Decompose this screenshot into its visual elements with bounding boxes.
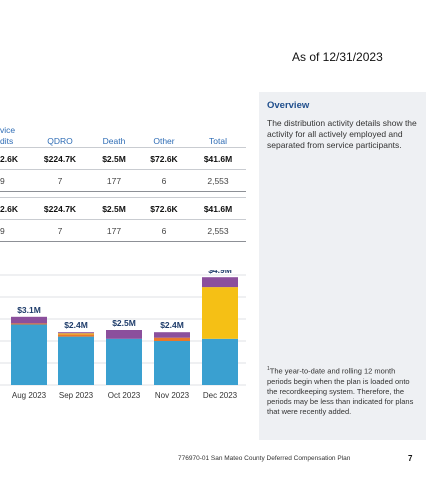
bar-segment-yellow [58, 333, 94, 335]
col-header-other: Other [153, 136, 175, 146]
bar-segment-purple [154, 332, 190, 338]
table-divider [0, 169, 246, 170]
table-cell: 7 [57, 226, 63, 236]
bar-total-label: $2.4M [64, 320, 88, 330]
bar-segment-blue [58, 336, 94, 385]
table-cell: 9 [0, 176, 5, 186]
table-header: vice dits QDRO Death Other Total [0, 124, 246, 148]
footer-text: 776970-01 San Mateo County Deferred Comp… [178, 455, 351, 462]
bar-segment-blue [106, 338, 142, 385]
distribution-bar-chart: $3.1M $2.4M $2.5M $2.4M $4.9M Aug 2023 Sep 20… [0, 270, 246, 400]
bar-total-label: $3.1M [17, 305, 41, 315]
table-cell: 6 [161, 176, 167, 186]
footnote: 1The year-to-date and rolling 12 month p… [267, 364, 419, 417]
col-header-service-credits-line1: vice [0, 125, 16, 135]
col-header-service-credits-line2: dits [0, 136, 14, 146]
table-cell: 9 [0, 226, 5, 236]
table-cell: $2.5M [102, 204, 126, 214]
bar-segment-orange [11, 323, 47, 325]
bar-segment-blue [154, 341, 190, 385]
bar-total-label: $2.4M [160, 320, 184, 330]
bar-segment-purple [58, 332, 94, 334]
table-divider [0, 197, 246, 198]
table-cell: $72.6K [150, 204, 178, 214]
table-cell: 2,553 [207, 176, 229, 186]
x-axis-label: Dec 2023 [203, 391, 238, 400]
table-cell: $224.7K [43, 204, 77, 214]
bar-segment-orange [154, 337, 190, 341]
col-header-qdro: QDRO [47, 136, 73, 146]
bar-segment-purple [106, 330, 142, 339]
overview-title: Overview [267, 100, 310, 111]
table-cell: $41.6M [203, 204, 233, 214]
as-of-date: As of 12/31/2023 [292, 50, 383, 64]
distribution-table: vice dits QDRO Death Other Total 2.6K $2… [0, 124, 246, 242]
table-divider [0, 241, 246, 242]
table-row: 9 7 177 6 2,553 [0, 170, 246, 192]
table-cell: $224.7K [43, 154, 77, 164]
col-header-death: Death [102, 136, 126, 146]
table-cell: 2.6K [0, 204, 18, 214]
x-axis-label: Sep 2023 [59, 391, 94, 400]
table-row: 2.6K $224.7K $2.5M $72.6K $41.6M [0, 148, 246, 170]
table-cell: 177 [106, 176, 122, 186]
overview-panel: Overview The distribution activity detai… [259, 92, 426, 440]
table-divider [0, 219, 246, 220]
x-axis-label: Aug 2023 [12, 391, 47, 400]
x-axis-label: Nov 2023 [155, 391, 190, 400]
bar-total-label: $4.9M [208, 270, 232, 275]
footnote-marker: 1 [267, 366, 270, 372]
bar-segment-yellow [202, 287, 238, 339]
bar-segment-blue [202, 338, 238, 385]
bar-segment-purple [11, 316, 47, 324]
bar-segment-blue [11, 324, 47, 385]
x-axis-label: Oct 2023 [108, 391, 141, 400]
table-cell: 6 [161, 226, 167, 236]
table-row: 9 7 177 6 2,553 [0, 220, 246, 242]
table-cell: 2,553 [207, 226, 229, 236]
page-number: 7 [408, 454, 413, 463]
table-divider [0, 191, 246, 192]
bar-segment-purple [202, 277, 238, 288]
table-cell: $2.5M [102, 154, 126, 164]
overview-text: The distribution activity details show t… [267, 118, 417, 150]
col-header-total: Total [209, 136, 227, 146]
table-cell: 2.6K [0, 154, 18, 164]
table-row: 2.6K $224.7K $2.5M $72.6K $41.6M [0, 198, 246, 220]
table-cell: $41.6M [203, 154, 233, 164]
table-cell: 7 [57, 176, 63, 186]
bar-segment-orange [58, 334, 94, 337]
table-divider [0, 147, 246, 148]
table-cell: $72.6K [150, 154, 178, 164]
footnote-text: The year-to-date and rolling 12 month pe… [267, 366, 414, 416]
table-cell: 177 [106, 226, 122, 236]
bar-total-label: $2.5M [112, 318, 136, 328]
